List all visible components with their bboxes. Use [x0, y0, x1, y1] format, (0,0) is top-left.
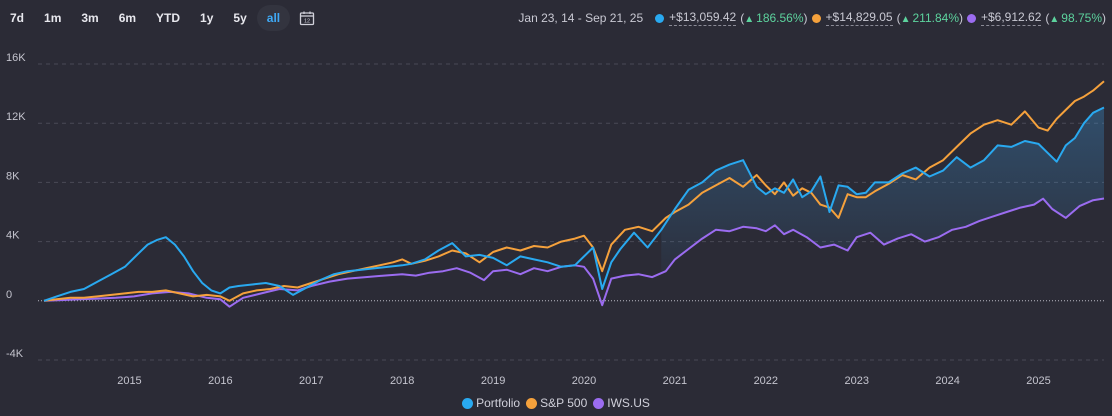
sp500-pct: 211.84% — [912, 11, 959, 25]
x-tick-label: 2019 — [481, 375, 505, 387]
iws-summary: +$6,912.62 (▲ 98.75%) — [966, 10, 1106, 26]
summary-bar: Jan 23, 14 - Sep 21, 25 +$13,059.42 (▲ 18… — [518, 4, 1106, 32]
y-tick-label: 8K — [6, 170, 20, 182]
up-arrow-icon: ▲ — [744, 14, 755, 25]
calendar-icon: 12 — [299, 11, 315, 26]
x-tick-label: 2025 — [1026, 375, 1050, 387]
x-tick-label: 2015 — [117, 375, 141, 387]
date-range-label: Jan 23, 14 - Sep 21, 25 — [518, 11, 644, 25]
x-tick-label: 2020 — [572, 375, 596, 387]
up-arrow-icon: ▲ — [1049, 14, 1060, 25]
range-3m-button[interactable]: 3m — [81, 11, 99, 25]
iws-gain[interactable]: +$6,912.62 — [980, 10, 1042, 26]
iws-pct: 98.75% — [1061, 11, 1102, 25]
legend-item-sp500[interactable]: S&P 500 — [526, 396, 587, 410]
range-1m-button[interactable]: 1m — [44, 11, 62, 25]
iws-dot-icon — [966, 13, 976, 23]
portfolio-area-fill — [661, 107, 1104, 274]
up-arrow-icon: ▲ — [900, 14, 911, 25]
chart-legend: Portfolio S&P 500 IWS.US — [0, 396, 1112, 410]
series-line-portfolio — [43, 106, 1105, 302]
series-line-iws-us — [43, 197, 1105, 308]
x-tick-label: 2021 — [663, 375, 687, 387]
legend-dot-icon — [526, 397, 538, 409]
range-7d-button[interactable]: 7d — [10, 11, 25, 25]
sp500-gain[interactable]: +$14,829.05 — [825, 10, 893, 26]
range-1y-button[interactable]: 1y — [200, 11, 214, 25]
portfolio-gain[interactable]: +$13,059.42 — [669, 10, 737, 26]
range-5y-button[interactable]: 5y — [233, 11, 247, 25]
series-line-s-p-500 — [43, 80, 1105, 302]
legend-dot-icon — [593, 397, 605, 409]
x-tick-label: 2023 — [844, 375, 868, 387]
portfolio-dot-icon — [655, 13, 665, 23]
range-ytd-button[interactable]: YTD — [156, 11, 181, 25]
y-tick-label: 0 — [6, 289, 12, 301]
sp500-dot-icon — [811, 13, 821, 23]
legend-label: Portfolio — [476, 396, 521, 410]
sp500-summary: +$14,829.05 (▲ 211.84%) — [811, 10, 963, 26]
legend-item-iws[interactable]: IWS.US — [593, 396, 650, 410]
x-tick-label: 2022 — [754, 375, 778, 387]
legend-item-portfolio[interactable]: Portfolio — [462, 396, 520, 410]
legend-label: IWS.US — [607, 396, 650, 410]
portfolio-pct: 186.56% — [756, 11, 804, 25]
y-tick-label: 16K — [6, 52, 26, 64]
legend-label: S&P 500 — [540, 396, 588, 410]
calendar-button[interactable]: 12 — [294, 5, 320, 31]
legend-dot-icon — [462, 397, 474, 409]
y-tick-label: 12K — [6, 111, 26, 123]
y-tick-label: -4K — [6, 348, 24, 360]
range-6m-button[interactable]: 6m — [118, 11, 137, 25]
x-tick-label: 2016 — [208, 375, 232, 387]
y-tick-label: 4K — [6, 230, 20, 242]
portfolio-summary: +$13,059.42 (▲ 186.56%) — [655, 10, 808, 26]
x-tick-label: 2017 — [299, 375, 323, 387]
svg-text:12: 12 — [304, 19, 310, 25]
x-tick-label: 2024 — [935, 375, 959, 387]
range-all-button[interactable]: all — [256, 5, 291, 31]
range-toolbar: 7d 1m 3m 6m YTD 1y 5y all 12 — [0, 4, 320, 32]
x-tick-label: 2018 — [390, 375, 414, 387]
